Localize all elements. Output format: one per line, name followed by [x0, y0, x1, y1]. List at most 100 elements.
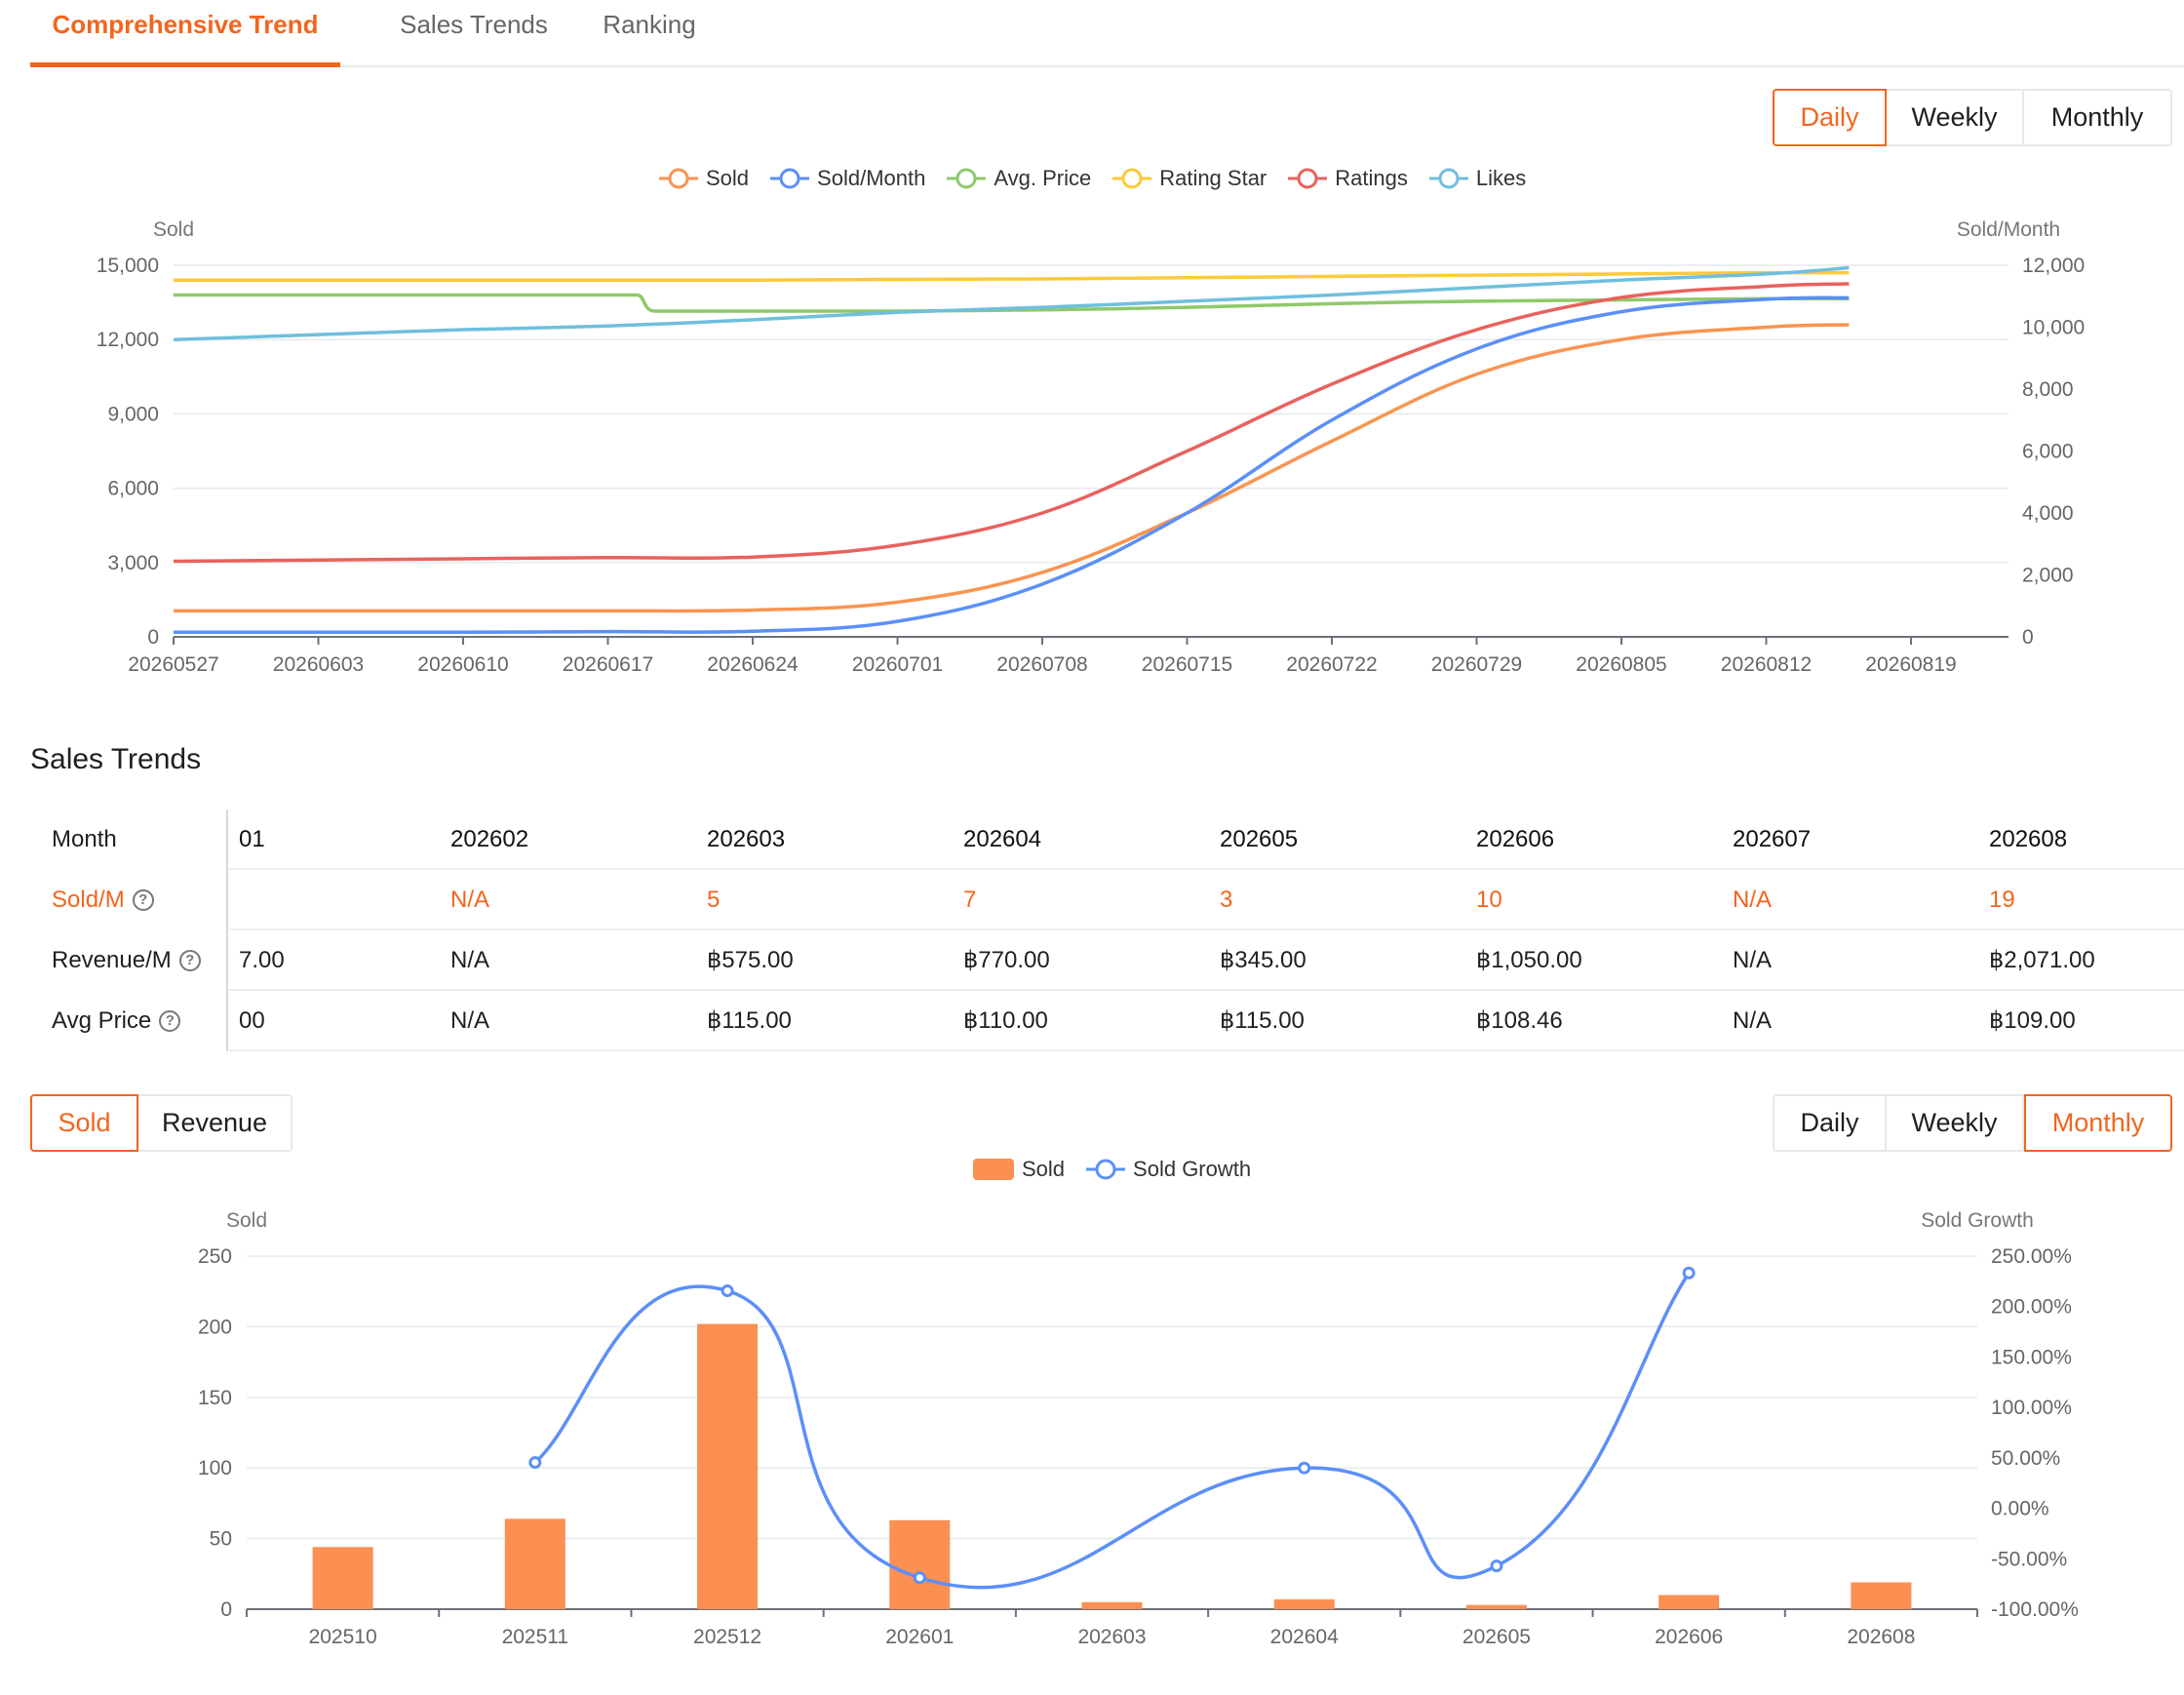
- monthly-button[interactable]: Monthly: [2024, 89, 2172, 146]
- legend-label: Rating Star: [1159, 166, 1268, 190]
- sold-bar: [1081, 1601, 1143, 1609]
- right-tick-label: 50.00%: [1991, 1447, 2060, 1470]
- sold-chart: Sold Sold Growth 250 200 150 100 50 0 250.00% 200…: [198, 1209, 2079, 1648]
- legend-item[interactable]: Sold Growth: [1086, 1157, 1251, 1182]
- sold-metric-button[interactable]: Sold: [30, 1094, 138, 1152]
- x-tick-label: 202604: [1270, 1626, 1339, 1648]
- sold-growth-point: [1682, 1266, 1696, 1280]
- table-row-sold: Sold/M? N/A 5 7 3 10 N/A 19: [30, 870, 2184, 930]
- x-tick-label: 202510: [309, 1626, 377, 1648]
- legend-marker-icon: [779, 168, 800, 189]
- daily-button[interactable]: Daily: [1773, 89, 1887, 146]
- legend-icon: [947, 168, 987, 189]
- left-tick-label: 9,000: [107, 403, 159, 425]
- tab-ranking[interactable]: Ranking: [603, 10, 696, 39]
- left-tick-label: 0: [220, 1598, 232, 1621]
- legend-marker-icon: [1297, 168, 1318, 189]
- x-tick-label: 20260527: [128, 653, 218, 676]
- right-tick-label: -100.00%: [1991, 1598, 2079, 1621]
- x-tick-label: 202601: [885, 1626, 954, 1648]
- legend-item[interactable]: Sold/Month: [770, 166, 925, 191]
- monthly-button[interactable]: Monthly: [2024, 1094, 2172, 1152]
- period-toggle-top: Daily Weekly Monthly: [1773, 89, 2172, 146]
- right-tick-label: 12,000: [2022, 255, 2085, 277]
- month-cell: 202607: [1733, 826, 1812, 852]
- x-tick-label: 202608: [1847, 1626, 1915, 1648]
- value-cell: ฿575.00: [707, 947, 794, 973]
- value-cell: N/A: [1733, 947, 1773, 973]
- left-tick-label: 0: [147, 626, 159, 649]
- month-cell: 202608: [1989, 826, 2068, 852]
- legend-label: Sold/Month: [817, 166, 926, 190]
- left-axis-title: Sold: [226, 1209, 267, 1232]
- value-cell: 7: [963, 887, 977, 913]
- tab-comprehensive-trend[interactable]: Comprehensive Trend: [30, 0, 340, 67]
- sold-growth-point: [913, 1571, 926, 1585]
- revenue-per-month-label: Revenue/M?: [30, 930, 229, 991]
- x-tick-label: 20260610: [417, 653, 508, 676]
- revenue-metric-button[interactable]: Revenue: [138, 1094, 292, 1152]
- value-cell: N/A: [450, 1007, 490, 1034]
- value-cell: N/A: [450, 947, 490, 973]
- avg-price-label: Avg Price?: [30, 991, 229, 1051]
- tab-sales-trends[interactable]: Sales Trends: [400, 10, 548, 39]
- legend-marker-icon: [1121, 168, 1143, 189]
- legend-label: Sold: [706, 166, 750, 190]
- legend-icon: [973, 1159, 1014, 1180]
- weekly-button[interactable]: Weekly: [1887, 89, 2024, 146]
- sold-bar: [1658, 1595, 1720, 1609]
- value-cell: 19: [1989, 887, 2015, 913]
- legend-item[interactable]: Avg. Price: [947, 166, 1091, 191]
- right-tick-label: 200.00%: [1991, 1296, 2072, 1319]
- right-axis-title: Sold Growth: [1921, 1209, 2034, 1232]
- x-tick-label: 20260708: [996, 653, 1087, 676]
- right-tick-label: 4,000: [2022, 502, 2074, 525]
- left-tick-label: 250: [198, 1245, 232, 1268]
- sales-trends-title: Sales Trends: [30, 743, 202, 775]
- right-tick-label: 0: [2022, 626, 2034, 649]
- partial-cell: 00: [239, 1007, 265, 1034]
- value-cell: ฿109.00: [1989, 1007, 2076, 1034]
- help-icon[interactable]: ?: [178, 950, 201, 971]
- series-line-likes: [173, 265, 1850, 341]
- legend-item[interactable]: Rating Star: [1112, 166, 1267, 191]
- legend-label: Sold: [1022, 1157, 1066, 1181]
- trend-chart-legend: Sold Sold/Month Avg. Price Rating Star Ratin…: [659, 166, 1526, 191]
- month-cell: 202606: [1476, 826, 1555, 852]
- legend-item[interactable]: Sold: [659, 166, 749, 191]
- partial-cell: 7.00: [239, 947, 285, 973]
- right-tick-label: 2,000: [2022, 565, 2074, 587]
- legend-icon: [1428, 168, 1468, 189]
- legend-item[interactable]: Sold: [973, 1157, 1065, 1182]
- value-cell: 10: [1476, 887, 1502, 913]
- sold-growth-point: [528, 1456, 542, 1470]
- x-tick-label: 20260819: [1865, 653, 1956, 676]
- sold-bar: [504, 1518, 566, 1609]
- value-cell: ฿108.46: [1476, 1007, 1563, 1034]
- right-tick-label: 150.00%: [1991, 1346, 2072, 1368]
- fixed-column-divider: [226, 809, 228, 1051]
- legend-item[interactable]: Ratings: [1288, 166, 1408, 191]
- x-tick-label: 20260805: [1576, 653, 1666, 676]
- left-tick-label: 3,000: [107, 552, 159, 574]
- help-icon[interactable]: ?: [132, 889, 154, 911]
- month-cell: 202604: [963, 826, 1042, 852]
- legend-icon: [659, 168, 698, 189]
- legend-item[interactable]: Likes: [1428, 166, 1526, 191]
- sold-growth-point: [721, 1284, 734, 1298]
- daily-button[interactable]: Daily: [1773, 1094, 1887, 1152]
- x-tick-label: 202605: [1462, 1626, 1531, 1648]
- table-row-avg-price: Avg Price? 00 N/A ฿115.00 ฿110.00 ฿115.0…: [30, 991, 2184, 1051]
- series-line-sold: [174, 323, 1850, 613]
- series-line-avg-price: [174, 293, 1850, 313]
- weekly-button[interactable]: Weekly: [1887, 1094, 2024, 1152]
- legend-icon: [1086, 1159, 1126, 1180]
- value-cell: 5: [707, 887, 721, 913]
- help-icon[interactable]: ?: [159, 1010, 181, 1032]
- x-tick-label: 20260715: [1142, 653, 1232, 676]
- legend-swatch-icon: [973, 1159, 1014, 1180]
- legend-marker-icon: [1438, 168, 1460, 189]
- main-tabs: Comprehensive Trend Sales Trends Ranking: [30, 0, 2184, 67]
- month-cell: 202605: [1220, 826, 1299, 852]
- sold-growth-line: [533, 1272, 1691, 1590]
